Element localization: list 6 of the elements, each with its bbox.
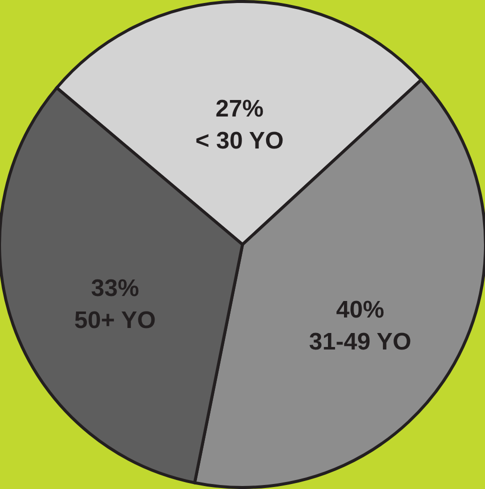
- data-label: 40%: [336, 296, 384, 324]
- data-label: 33%: [91, 275, 140, 302]
- slice-label: 50+ YO: [74, 307, 156, 334]
- data-label: 27%: [216, 96, 264, 123]
- slice-label: 31-49 YO: [309, 328, 412, 356]
- slice-label: < 30 YO: [195, 128, 284, 155]
